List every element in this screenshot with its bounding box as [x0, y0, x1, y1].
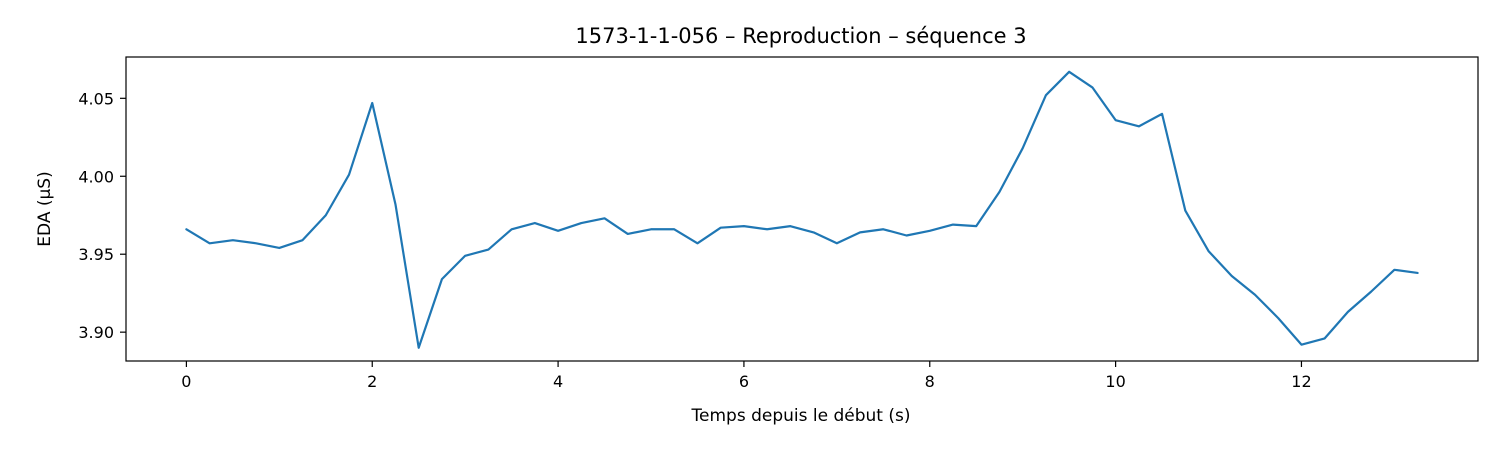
- y-tick-label: 4.00: [78, 167, 114, 186]
- eda-series-line: [185, 70, 1419, 349]
- x-tick-label: 8: [925, 372, 935, 391]
- x-tick-label: 0: [181, 372, 191, 391]
- x-axis-ticks: 0 2 4 6 8 10 12: [181, 361, 1312, 391]
- x-tick-label: 10: [1105, 372, 1125, 391]
- y-axis-ticks: 3.90 3.95 4.00 4.05: [78, 89, 126, 342]
- x-tick-label: 6: [739, 372, 749, 391]
- x-tick-label: 2: [367, 372, 377, 391]
- y-axis-label: EDA (µS): [35, 171, 55, 246]
- plot-area-frame: [125, 56, 1479, 362]
- y-tick-label: 4.05: [78, 89, 114, 108]
- chart-title: 1573-1-1-056 – Reproduction – séquence 3: [575, 24, 1026, 48]
- y-tick-label: 3.90: [78, 323, 114, 342]
- x-tick-label: 12: [1291, 372, 1311, 391]
- x-axis-label: Temps depuis le début (s): [691, 406, 911, 426]
- x-tick-label: 4: [553, 372, 563, 391]
- y-tick-label: 3.95: [78, 245, 114, 264]
